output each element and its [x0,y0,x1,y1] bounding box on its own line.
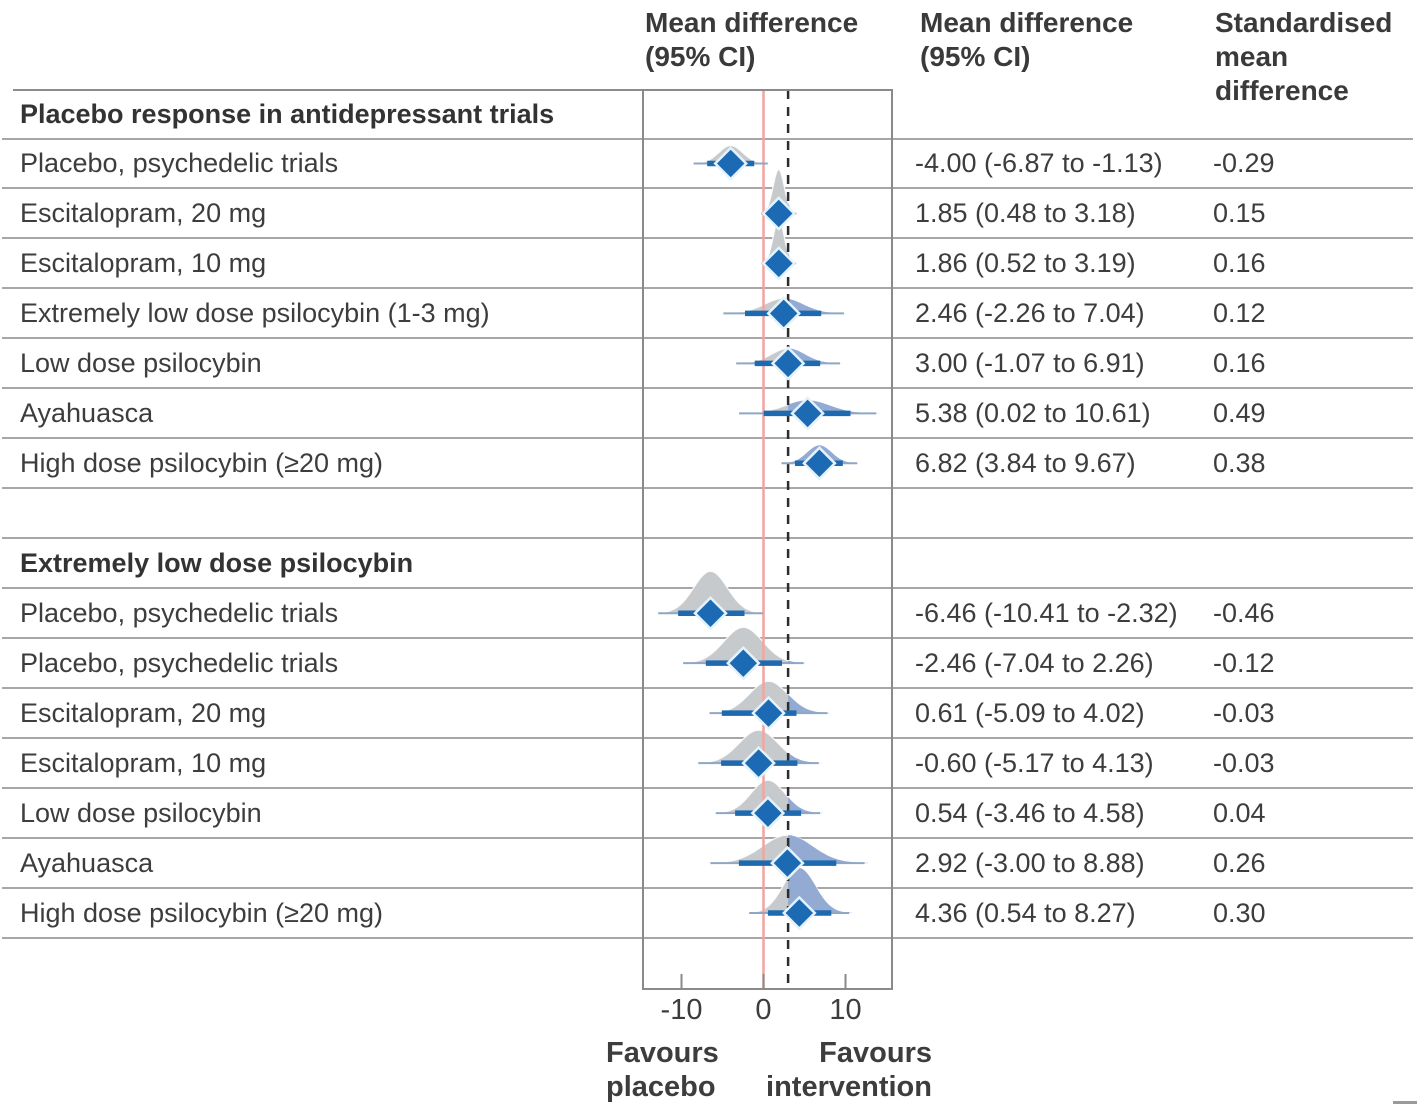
gridline [2,137,1413,140]
axis-tick-label: 0 [755,994,772,1026]
row-smd-value: -0.03 [1213,698,1275,729]
row-smd-value: 0.04 [1213,798,1266,829]
point-estimate-diamond [741,745,776,781]
row-label: Ayahuasca [20,398,154,429]
point-estimate-diamond [761,246,797,281]
point-estimate-diamond [751,695,786,731]
gridline [2,437,1413,440]
favours-placebo-label: Favours placebo [606,1037,719,1103]
axis-tick-label: 10 [829,994,862,1026]
row-ci-value: -4.00 (-6.87 to -1.13) [915,148,1163,179]
gridline [2,887,1413,890]
gridline [2,687,1413,690]
row-smd-value: 0.16 [1213,248,1266,279]
point-estimate-diamond [761,196,796,231]
column-header-mean-difference-plot: Mean difference (95% CI) [645,7,859,72]
row-smd-value: 0.49 [1213,398,1266,429]
row-ci-value: 0.61 (-5.09 to 4.02) [915,698,1145,729]
row-ci-value: 1.86 (0.52 to 3.19) [915,248,1136,279]
row-smd-value: -0.29 [1213,148,1275,179]
row-smd-value: 0.38 [1213,448,1266,479]
row-ci-value: 1.85 (0.48 to 3.18) [915,198,1136,229]
point-estimate-diamond [770,845,805,881]
row-ci-value: 0.54 (-3.46 to 4.58) [915,798,1145,829]
row-ci-value: 3.00 (-1.07 to 6.91) [915,348,1145,379]
column-header-mean-difference-text: Mean difference (95% CI) [920,7,1134,72]
row-label: Placebo, psychedelic trials [20,598,339,629]
point-estimate-diamond [766,296,801,331]
section-title: Placebo response in antidepressant trial… [20,99,555,130]
gridline [2,337,1413,340]
plot-box-border [642,89,893,990]
column-header-standardised-mean-difference: Standardised mean difference [1215,7,1393,106]
axis-tick-label: -10 [660,994,703,1026]
gridline [2,187,1413,190]
density-curve-blue [788,348,843,364]
row-smd-value: 0.26 [1213,848,1266,879]
row-label: Escitalopram, 10 mg [20,248,267,279]
gridline [2,387,1413,390]
row-ci-value: 2.46 (-2.26 to 7.04) [915,298,1145,329]
row-ci-value: 4.36 (0.54 to 8.27) [915,898,1136,929]
row-ci-value: 2.92 (-3.00 to 8.88) [915,848,1145,879]
row-label: Escitalopram, 20 mg [20,198,267,229]
row-label: Low dose psilocybin [20,348,262,379]
gridline [2,787,1413,790]
row-smd-value: 0.16 [1213,348,1266,379]
density-curve-blue [788,298,847,314]
favours-intervention-label: Favours intervention [766,1037,932,1103]
row-ci-value: 6.82 (3.84 to 9.67) [915,448,1136,479]
density-curve-blue [788,835,869,864]
gridline [2,637,1413,640]
corner-mark [1393,1101,1417,1104]
row-label: Placebo, psychedelic trials [20,148,339,179]
gridline [2,537,1413,540]
point-estimate-diamond [726,645,761,681]
point-estimate-diamond [713,146,748,181]
gridline [2,237,1413,240]
row-ci-value: -0.60 (-5.17 to 4.13) [915,748,1154,779]
row-smd-value: -0.03 [1213,748,1275,779]
density-curve-blue [788,694,831,714]
density-curve-blue [788,797,823,814]
row-smd-value: -0.12 [1213,648,1275,679]
gridline [2,737,1413,740]
row-ci-value: -2.46 (-7.04 to 2.26) [915,648,1154,679]
point-estimate-diamond [693,595,728,631]
gridline [2,937,1413,940]
point-estimate-diamond [770,346,806,381]
row-smd-value: 0.15 [1213,198,1266,229]
point-estimate-diamond [782,895,817,931]
row-label: High dose psilocybin (≥20 mg) [20,898,383,929]
row-label: Escitalopram, 10 mg [20,748,267,779]
row-smd-value: 0.30 [1213,898,1266,929]
row-label: Placebo, psychedelic trials [20,648,339,679]
gridline [2,287,1413,290]
section-title: Extremely low dose psilocybin [20,548,414,579]
row-label: Low dose psilocybin [20,798,262,829]
gridline [2,837,1413,840]
row-label: Ayahuasca [20,848,154,879]
row-ci-value: -6.46 (-10.41 to -2.32) [915,598,1178,629]
point-estimate-diamond [790,396,825,431]
point-estimate-diamond [802,446,837,481]
density-curve-gray [654,570,767,614]
row-label: Extremely low dose psilocybin (1-3 mg) [20,298,490,329]
table-top-border [13,89,892,91]
row-smd-value: -0.46 [1213,598,1275,629]
row-label: High dose psilocybin (≥20 mg) [20,448,383,479]
row-smd-value: 0.12 [1213,298,1266,329]
row-ci-value: 5.38 (0.02 to 10.61) [915,398,1151,429]
row-label: Escitalopram, 20 mg [20,698,267,729]
gridline [2,487,1413,490]
point-estimate-diamond [750,795,786,831]
